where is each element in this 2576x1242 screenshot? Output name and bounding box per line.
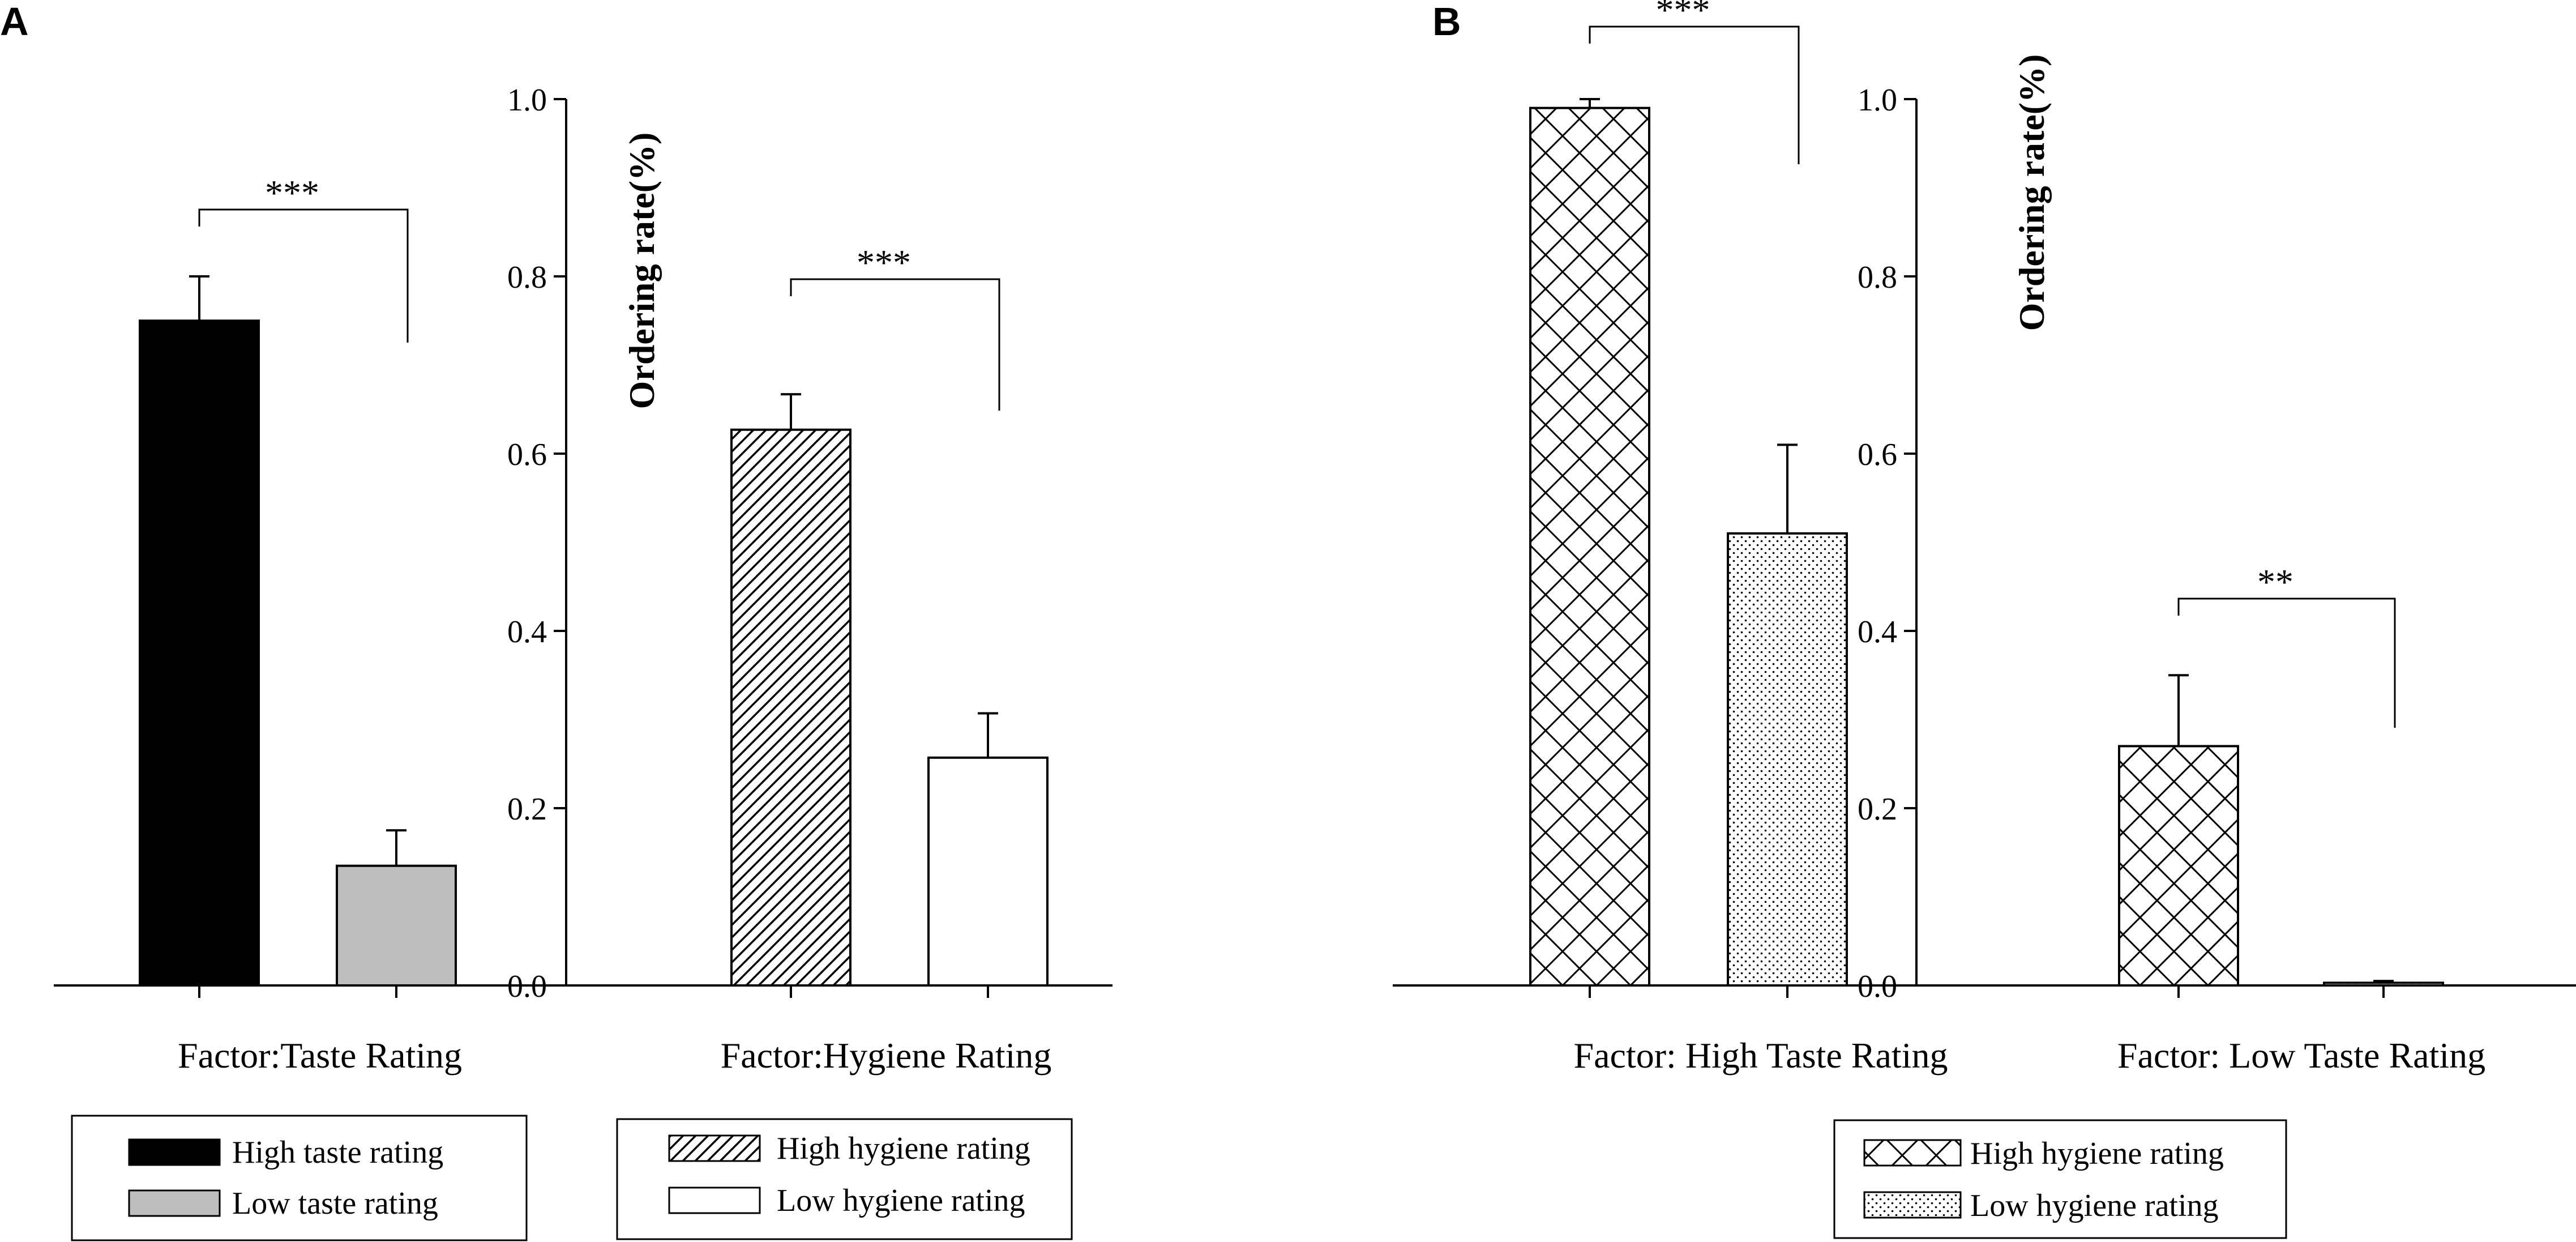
y-tick-label: 0.4 bbox=[1858, 614, 1897, 650]
x-group-label-high-taste: Factor: High Taste Rating bbox=[1574, 1035, 1948, 1075]
legend-swatch-low-taste bbox=[128, 1189, 221, 1217]
legend-label-low-hygiene: Low hygiene rating bbox=[777, 1183, 1025, 1218]
bar-high-hygiene-rating bbox=[2118, 745, 2239, 987]
legend-label-low-taste: Low taste rating bbox=[232, 1186, 438, 1221]
significance-brackets: *** *** bbox=[198, 173, 1000, 411]
y-tick-label: 0.4 bbox=[507, 614, 547, 650]
significance-bracket bbox=[198, 208, 409, 343]
legend-box bbox=[71, 1115, 528, 1241]
legend-swatch-low-hygiene bbox=[1863, 1191, 1962, 1219]
legend-swatch-low-hygiene bbox=[668, 1186, 761, 1214]
y-tick-label: 1.0 bbox=[507, 83, 547, 118]
panel-b: B 0.00.20.40.60.81.0 Ordering rate(%) **… bbox=[1393, 0, 2576, 1239]
y-tick-label: 0.2 bbox=[1858, 792, 1897, 827]
bar-high-hygiene-rating bbox=[730, 428, 851, 987]
significance-bracket bbox=[2177, 597, 2396, 728]
legend-label-low-hygiene: Low hygiene rating bbox=[1970, 1188, 2219, 1223]
bars bbox=[1529, 98, 2444, 998]
bar-low-taste-rating bbox=[336, 864, 457, 987]
y-tick-label: 0.2 bbox=[507, 792, 547, 827]
significance-brackets: ***** bbox=[1589, 0, 2396, 728]
y-tick-labels: 0.00.20.40.60.81.0 bbox=[1858, 83, 1916, 1004]
x-group-label-taste: Factor:Taste Rating bbox=[178, 1035, 462, 1075]
significance-bracket bbox=[790, 278, 1000, 411]
bar-low-hygiene-rating bbox=[2323, 981, 2444, 987]
bar-low-hygiene-rating bbox=[1727, 532, 1848, 987]
significance-bracket bbox=[1589, 25, 1800, 164]
legend-swatch-high-taste bbox=[128, 1138, 221, 1166]
legend-hygiene: High hygiene rating Low hygiene rating bbox=[616, 1118, 1073, 1240]
bar-low-hygiene-rating bbox=[927, 756, 1049, 987]
significance-stars: ** bbox=[2257, 562, 2293, 602]
x-group-label-low-taste: Factor: Low Taste Rating bbox=[2117, 1035, 2485, 1075]
y-tick-label: 1.0 bbox=[1858, 83, 1897, 118]
legend-swatch-high-hygiene bbox=[1863, 1139, 1962, 1167]
bars bbox=[139, 275, 1049, 998]
x-group-label-hygiene: Factor:Hygiene Rating bbox=[721, 1035, 1052, 1075]
y-axis-label: Ordering rate(%) bbox=[2012, 54, 2052, 331]
significance-stars: *** bbox=[857, 242, 911, 283]
legend-taste: High taste rating Low taste rating bbox=[71, 1115, 528, 1241]
legend-label-high-taste: High taste rating bbox=[232, 1135, 443, 1170]
legend-label-high-hygiene: High hygiene rating bbox=[777, 1131, 1030, 1166]
legend-swatch-high-hygiene bbox=[668, 1134, 761, 1162]
significance-stars: *** bbox=[265, 173, 319, 213]
panel-a: A 0.00.20.40.60.81.0 Ordering rate(%) **… bbox=[0, 0, 1112, 1241]
bar-high-hygiene-rating bbox=[1529, 106, 1650, 987]
y-tick-label: 0.8 bbox=[1858, 260, 1897, 295]
y-tick-label: 0.6 bbox=[1858, 437, 1897, 472]
legend-label-high-hygiene: High hygiene rating bbox=[1970, 1136, 2224, 1171]
y-axis-label: Ordering rate(%) bbox=[622, 133, 662, 409]
panel-label-a: A bbox=[0, 0, 29, 44]
bar-high-taste-rating bbox=[139, 319, 260, 987]
y-tick-label: 0.8 bbox=[507, 260, 547, 295]
y-tick-label: 0.6 bbox=[507, 437, 547, 472]
panel-label-b: B bbox=[1432, 0, 1461, 44]
significance-stars: *** bbox=[1656, 0, 1710, 30]
legend-hygiene: High hygiene rating Low hygiene rating bbox=[1833, 1119, 2287, 1239]
y-tick-labels: 0.00.20.40.60.81.0 bbox=[507, 83, 566, 1004]
